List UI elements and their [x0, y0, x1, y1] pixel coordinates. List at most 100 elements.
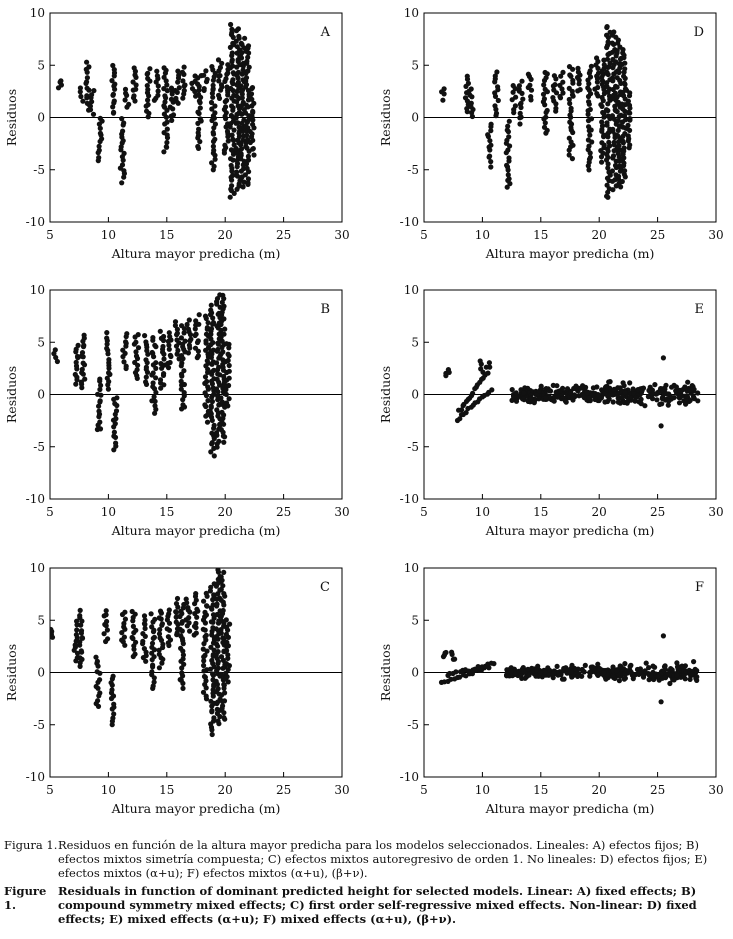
- data-point: [72, 371, 78, 378]
- data-point: [119, 630, 125, 636]
- data-point: [224, 639, 230, 646]
- data-point: [601, 62, 607, 68]
- data-point: [104, 375, 110, 381]
- data-point: [223, 391, 229, 397]
- data-point: [528, 395, 534, 401]
- data-point: [228, 156, 234, 162]
- data-point: [221, 439, 227, 445]
- data-point: [209, 160, 215, 166]
- data-point: [90, 111, 97, 117]
- data-point: [158, 361, 164, 367]
- data-point: [223, 76, 229, 82]
- data-point: [202, 609, 208, 616]
- data-point: [226, 362, 232, 369]
- caption-spanish-text: Residuos en función de la altura mayor p…: [58, 838, 708, 880]
- data-point: [659, 395, 665, 402]
- data-point: [566, 135, 572, 141]
- y-tick-label: -5: [33, 718, 45, 732]
- data-point: [538, 383, 544, 389]
- data-point: [229, 50, 235, 56]
- data-point: [617, 163, 623, 169]
- data-point: [525, 666, 531, 673]
- data-point: [145, 87, 151, 93]
- data-point: [245, 180, 251, 186]
- data-point: [208, 403, 214, 409]
- x-tick-label: 25: [650, 228, 665, 242]
- data-point: [82, 376, 88, 382]
- data-point: [575, 65, 581, 71]
- data-point: [646, 387, 652, 394]
- data-point: [154, 68, 160, 74]
- data-point: [465, 80, 471, 86]
- data-point: [566, 85, 572, 91]
- data-point: [520, 668, 527, 674]
- data-point: [669, 667, 675, 673]
- data-point: [245, 43, 252, 49]
- data-point: [121, 120, 127, 126]
- data-point: [97, 125, 103, 131]
- data-point: [95, 391, 101, 397]
- data-point: [221, 591, 227, 597]
- data-point: [453, 669, 459, 675]
- data-point: [86, 64, 92, 70]
- data-point: [81, 332, 87, 338]
- data-point: [685, 379, 691, 385]
- data-point: [230, 77, 236, 83]
- data-point: [143, 339, 149, 345]
- data-point: [504, 184, 510, 190]
- x-tick-label: 15: [533, 505, 548, 519]
- data-point: [238, 54, 244, 60]
- data-point: [510, 83, 516, 89]
- data-point: [110, 673, 116, 679]
- x-axis-label: Altura mayor predicha (m): [485, 523, 655, 538]
- data-point: [234, 44, 240, 50]
- data-point: [604, 83, 610, 89]
- data-point: [620, 47, 626, 53]
- data-point: [238, 40, 244, 47]
- data-point: [122, 616, 128, 622]
- data-point: [566, 96, 572, 103]
- data-point: [157, 377, 164, 383]
- data-point: [149, 644, 155, 650]
- data-point: [93, 683, 99, 690]
- data-point: [80, 360, 86, 366]
- data-point: [211, 453, 217, 459]
- data-point: [650, 663, 656, 669]
- data-point: [504, 127, 510, 133]
- data-point: [607, 60, 613, 66]
- data-point: [226, 375, 232, 381]
- data-point: [660, 633, 667, 639]
- data-point: [609, 168, 616, 174]
- data-point: [622, 60, 628, 66]
- data-point: [506, 134, 512, 140]
- data-point: [97, 386, 103, 393]
- data-point: [142, 617, 148, 623]
- data-point: [225, 138, 231, 144]
- data-point: [598, 102, 604, 108]
- data-point: [662, 386, 668, 392]
- data-point: [531, 400, 537, 406]
- data-point: [215, 371, 221, 377]
- data-point: [211, 422, 217, 428]
- data-point: [462, 95, 469, 101]
- x-tick-label: 5: [420, 228, 428, 242]
- data-point: [604, 56, 611, 62]
- data-point: [522, 675, 528, 681]
- data-point: [463, 410, 469, 416]
- x-tick-label: 20: [218, 228, 233, 242]
- data-point: [550, 382, 556, 388]
- data-point: [610, 153, 617, 159]
- data-point: [534, 392, 540, 398]
- data-point: [592, 396, 598, 403]
- data-point: [210, 347, 216, 353]
- y-tick-label: 0: [37, 111, 45, 125]
- data-point: [224, 128, 231, 135]
- data-point: [562, 398, 568, 404]
- y-tick-label: 5: [37, 58, 45, 72]
- data-point: [113, 416, 119, 422]
- data-point: [215, 346, 221, 353]
- data-point: [599, 140, 605, 146]
- data-point: [604, 32, 610, 38]
- data-point: [165, 365, 172, 371]
- data-point: [209, 731, 215, 738]
